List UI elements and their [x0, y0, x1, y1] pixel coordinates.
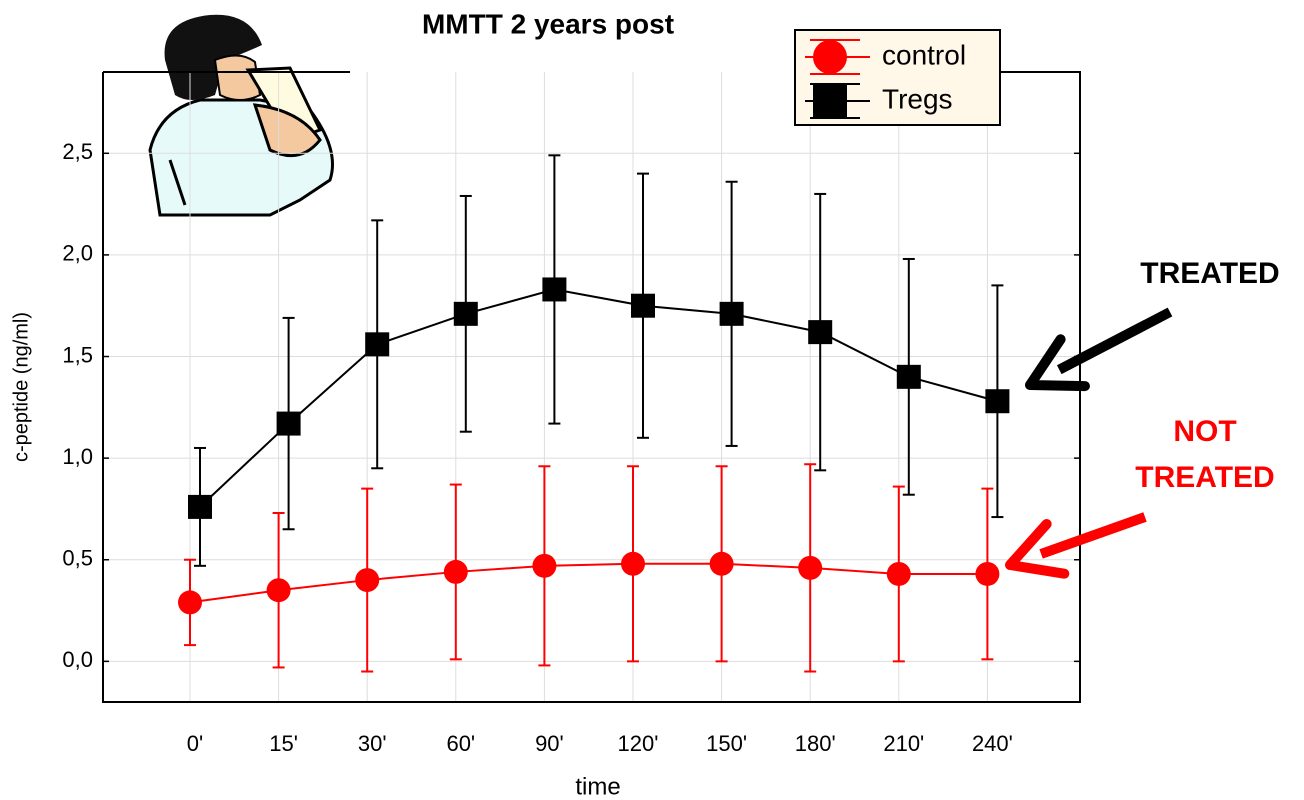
- y-tick-label: 2,5: [62, 139, 93, 164]
- data-point: [886, 561, 911, 586]
- legend-label: Tregs: [882, 83, 953, 114]
- data-point: [178, 590, 202, 615]
- data-point: [985, 389, 1010, 414]
- series-line: [199, 288, 998, 508]
- chart-title: MMTT 2 years post: [422, 8, 674, 39]
- x-tick-label: 90': [535, 731, 564, 756]
- data-point: [355, 568, 380, 593]
- annotation: NOT: [1173, 415, 1236, 448]
- data-point: [621, 551, 645, 576]
- x-tick-label: 15': [269, 731, 298, 756]
- data-point: [631, 293, 655, 318]
- data-point: [896, 364, 921, 389]
- x-tick-label: 180': [795, 731, 836, 756]
- legend: control Tregs: [794, 29, 1001, 126]
- y-tick-label: 1,0: [62, 444, 93, 469]
- data-point: [975, 561, 1000, 586]
- arrow-head: [1025, 334, 1090, 392]
- data-point: [798, 555, 823, 580]
- annotation: TREATED: [1140, 257, 1279, 290]
- data-point: [443, 559, 468, 584]
- y-tick-label: 1,5: [62, 342, 93, 367]
- arrow-shaft: [1056, 307, 1173, 375]
- data-point: [365, 332, 390, 357]
- legend-marker: [813, 84, 847, 118]
- x-tick-label: 240': [972, 731, 1013, 756]
- boy-clipart: [148, 14, 334, 217]
- y-tick-label: 0,5: [62, 546, 93, 571]
- arrow-head: [1005, 518, 1070, 579]
- data-point: [542, 277, 567, 302]
- x-tick-label: 120': [618, 731, 659, 756]
- data-point: [266, 578, 291, 603]
- series-line: [189, 562, 988, 604]
- legend-label: control: [882, 39, 966, 70]
- arrow-shaft: [1039, 512, 1147, 559]
- x-tick-label: 150': [706, 731, 747, 756]
- data-point: [276, 411, 301, 436]
- x-tick-label: 0': [187, 731, 203, 756]
- data-point: [532, 553, 557, 578]
- y-tick-label: 2,0: [62, 241, 93, 266]
- y-axis-label: c-peptide (ng/ml): [10, 312, 32, 462]
- x-tick-label: 210': [883, 731, 924, 756]
- legend-marker: [813, 40, 847, 74]
- data-point: [808, 320, 833, 345]
- data-point: [188, 494, 212, 519]
- x-tick-label: 60': [446, 731, 475, 756]
- data-point: [719, 301, 744, 326]
- annotation: TREATED: [1135, 461, 1274, 494]
- y-tick-label: 0,0: [62, 647, 93, 672]
- x-tick-label: 30': [358, 731, 387, 756]
- data-point: [453, 301, 478, 326]
- x-axis-label: time: [575, 773, 620, 800]
- data-point: [709, 551, 734, 576]
